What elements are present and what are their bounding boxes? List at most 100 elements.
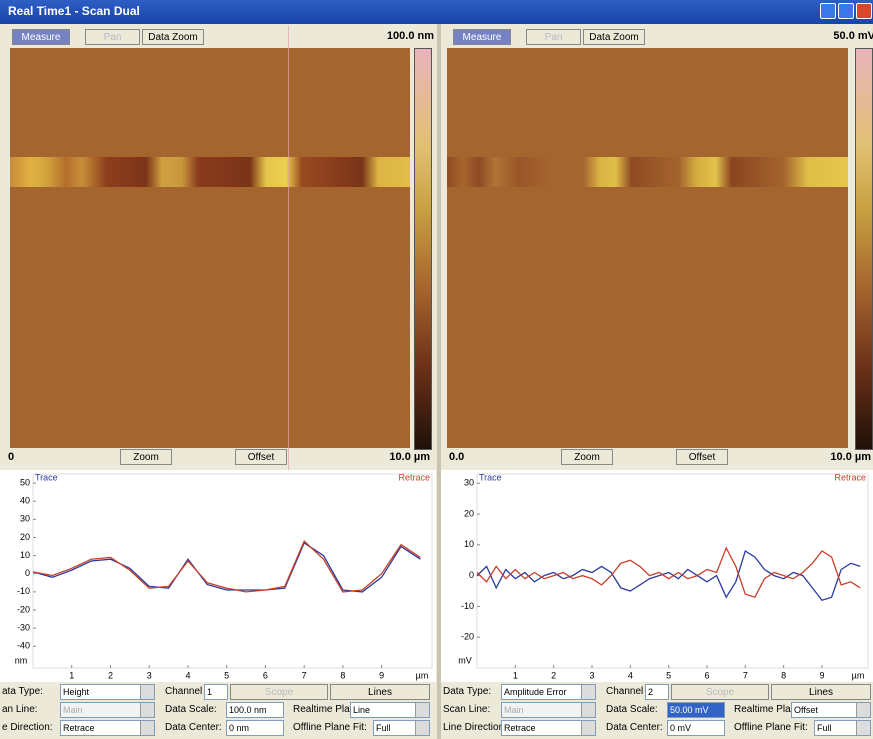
x-tick-label: 3 xyxy=(147,670,152,680)
x-unit-label: µm xyxy=(416,670,429,680)
control-label: Data Center: xyxy=(606,720,663,736)
scan-image xyxy=(10,48,410,448)
control-label: Offline Plane Fit: xyxy=(293,720,367,736)
dropdown[interactable]: Retrace xyxy=(501,720,596,736)
data-line xyxy=(33,541,420,592)
minimize-button[interactable] xyxy=(820,3,836,19)
dropdown[interactable]: Full xyxy=(373,720,430,736)
toolbar-button[interactable]: Data Zoom xyxy=(142,29,204,45)
trace-label: Trace xyxy=(479,472,502,482)
x-tick-label: 9 xyxy=(819,670,824,680)
lines-button[interactable]: Lines xyxy=(330,684,430,700)
dropdown[interactable]: Amplitude Error xyxy=(501,684,596,700)
scope-button[interactable]: Scope xyxy=(671,684,769,700)
x-tick-label: 5 xyxy=(224,670,229,680)
channel-field[interactable]: 1 xyxy=(204,684,228,700)
axis-min-label: 0 xyxy=(8,449,14,465)
x-tick-label: 1 xyxy=(513,670,518,680)
y-tick-label: 20 xyxy=(464,508,474,518)
y-tick-label: 30 xyxy=(20,514,30,524)
panel-divider xyxy=(437,24,441,739)
y-unit-label: nm xyxy=(15,655,28,665)
y-tick-label: 30 xyxy=(464,478,474,488)
scan-image xyxy=(447,48,848,448)
image-button[interactable]: Offset xyxy=(235,449,287,465)
control-label: Data Scale: xyxy=(606,702,658,718)
scope-button[interactable]: Scope xyxy=(230,684,328,700)
y-tick-label: -40 xyxy=(17,641,30,651)
y-unit-label: mV xyxy=(458,655,472,665)
y-tick-label: -20 xyxy=(461,632,474,642)
scan-stripe xyxy=(10,157,410,187)
x-tick-label: 8 xyxy=(781,670,786,680)
dropdown[interactable]: Retrace xyxy=(60,720,155,736)
trace-label: Trace xyxy=(35,472,58,482)
control-label: Line Direction: xyxy=(443,720,507,736)
dropdown-arrow[interactable] xyxy=(415,721,429,735)
image-button[interactable]: Offset xyxy=(676,449,728,465)
y-tick-label: 0 xyxy=(25,568,30,578)
scan-stripe xyxy=(447,157,848,187)
axis-min-label: 0.0 xyxy=(449,449,464,465)
data-line xyxy=(477,551,860,600)
dropdown-arrow[interactable] xyxy=(581,703,595,717)
close-button[interactable] xyxy=(856,3,872,19)
lines-button[interactable]: Lines xyxy=(771,684,871,700)
dropdown-arrow[interactable] xyxy=(581,685,595,699)
toolbar-button[interactable]: Data Zoom xyxy=(583,29,645,45)
dropdown[interactable]: Height xyxy=(60,684,155,700)
y-tick-label: -10 xyxy=(17,586,30,596)
toolbar-button[interactable]: Pan xyxy=(85,29,140,45)
image-button[interactable]: Zoom xyxy=(561,449,613,465)
y-tick-label: 20 xyxy=(20,532,30,542)
toolbar-button[interactable]: Pan xyxy=(526,29,581,45)
control-label: e Direction: xyxy=(2,720,53,736)
control-label: Data Type: xyxy=(443,684,491,700)
data-scale-field[interactable]: 100.0 nm xyxy=(226,702,284,718)
dropdown[interactable]: Offset xyxy=(791,702,871,718)
toolbar-button[interactable]: Measure xyxy=(453,29,511,45)
channel-field[interactable]: 2 xyxy=(645,684,669,700)
app-window: Real Time1 - Scan Dual MeasurePanData Zo… xyxy=(0,0,873,739)
control-label: Channel xyxy=(165,684,202,700)
axis-max-label: 10.0 µm xyxy=(330,449,430,465)
x-tick-label: 2 xyxy=(108,670,113,680)
dropdown[interactable]: Main xyxy=(60,702,155,718)
dropdown[interactable]: Main xyxy=(501,702,596,718)
y-tick-label: -30 xyxy=(17,622,30,632)
x-tick-label: 6 xyxy=(704,670,709,680)
title-bar: Real Time1 - Scan Dual xyxy=(0,0,873,24)
scale-label: 50.0 mV xyxy=(771,28,873,44)
y-tick-label: 0 xyxy=(469,570,474,580)
dropdown-arrow[interactable] xyxy=(140,685,154,699)
window-title: Real Time1 - Scan Dual xyxy=(8,4,140,18)
data-center-field[interactable]: 0 mV xyxy=(667,720,725,736)
maximize-button[interactable] xyxy=(838,3,854,19)
x-tick-label: 6 xyxy=(263,670,268,680)
x-tick-label: 5 xyxy=(666,670,671,680)
x-tick-label: 8 xyxy=(340,670,345,680)
dropdown-arrow[interactable] xyxy=(140,721,154,735)
dropdown-arrow[interactable] xyxy=(856,721,870,735)
x-tick-label: 2 xyxy=(551,670,556,680)
data-center-field[interactable]: 0 nm xyxy=(226,720,284,736)
dropdown-arrow[interactable] xyxy=(140,703,154,717)
dropdown[interactable]: Full xyxy=(814,720,871,736)
color-bar xyxy=(414,48,432,450)
retrace-label: Retrace xyxy=(398,472,430,482)
y-tick-label: 40 xyxy=(20,496,30,506)
dropdown-arrow[interactable] xyxy=(581,721,595,735)
dropdown[interactable]: Line xyxy=(350,702,430,718)
plot-frame xyxy=(477,474,868,668)
color-bar xyxy=(855,48,873,450)
x-tick-label: 9 xyxy=(379,670,384,680)
dropdown-arrow[interactable] xyxy=(856,703,870,717)
y-tick-label: 50 xyxy=(20,477,30,487)
dropdown-arrow[interactable] xyxy=(415,703,429,717)
control-label: Channel xyxy=(606,684,643,700)
toolbar-button[interactable]: Measure xyxy=(12,29,70,45)
data-scale-field[interactable]: 50.00 mV xyxy=(667,702,725,718)
image-button[interactable]: Zoom xyxy=(120,449,172,465)
